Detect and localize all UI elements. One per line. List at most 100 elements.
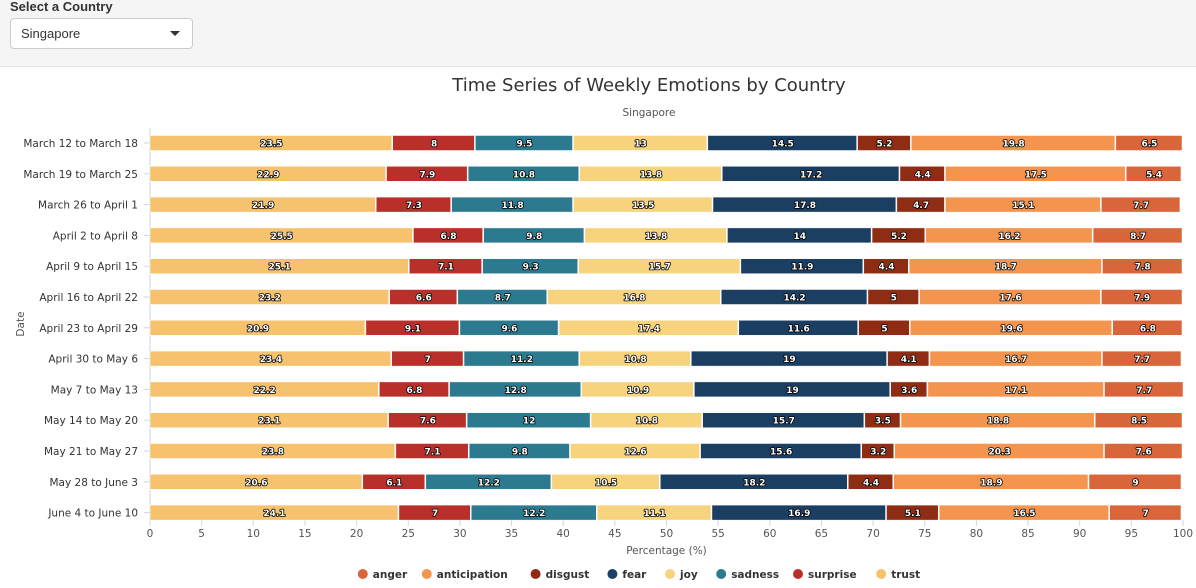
data-label-joy: 10.8 [636,417,658,427]
data-label-sadness: 8.7 [495,294,511,304]
bar-segment-trust [149,289,389,305]
x-tick-label: 75 [918,528,931,540]
bar-segment-fear [660,474,848,490]
x-tick-label: 0 [147,528,154,540]
bar-segment-anger [1101,289,1183,305]
bar-segment-anticipation [910,320,1113,336]
data-label-sadness: 9.8 [512,448,528,458]
bar-segment-surprise [409,258,482,274]
data-label-trust: 22.2 [254,386,276,396]
bar-segment-trust [149,381,379,398]
data-label-anger: 7.6 [1136,448,1152,458]
bar-segment-disgust [886,504,939,521]
data-label-anticipation: 18.9 [980,478,1002,488]
data-label-fear: 14 [793,232,806,242]
data-label-anger: 7 [1143,509,1149,519]
bar-segment-anticipation [927,381,1104,398]
bar-segment-sadness [451,196,573,213]
control-panel: Select a Country Singapore [0,0,1196,67]
category-label: May 21 to May 27 [44,446,138,458]
x-tick-label: 95 [1125,528,1138,540]
data-label-fear: 11.9 [791,263,813,273]
x-tick-label: 80 [970,528,983,540]
bar-segment-joy [570,443,700,459]
bar-segment-trust [149,320,366,336]
bar-segment-anticipation [900,412,1095,428]
data-label-sadness: 9.3 [523,263,539,273]
bar-segment-trust [149,350,391,367]
caret-down-icon[interactable] [170,31,180,36]
bar-segment-disgust [864,412,901,428]
category-label: April 9 to April 15 [46,261,138,273]
bar-segment-sadness [463,350,579,367]
data-label-fear: 14.5 [772,140,794,150]
country-select[interactable]: Singapore [10,18,193,49]
category-label: April 2 to April 8 [53,230,138,242]
bar-segment-joy [579,166,722,182]
bar-segment-anger [1112,320,1183,336]
data-label-disgust: 3.6 [901,386,917,396]
bar-segment-fear [720,289,868,305]
bar-segment-joy [573,135,708,151]
data-label-anticipation: 16.7 [1005,355,1027,365]
data-label-disgust: 3.2 [870,448,886,458]
bar-segment-sadness [475,135,573,151]
bar-segment-fear [740,258,864,274]
bar-segment-fear [700,443,861,459]
data-label-anticipation: 18.8 [987,417,1009,427]
legend-label-joy: joy [679,569,698,581]
data-label-anger: 7.9 [1134,294,1150,304]
data-label-disgust: 5.2 [876,140,892,150]
data-label-joy: 13.8 [640,170,662,180]
bar-segment-surprise [413,227,483,244]
data-label-joy: 10.5 [595,478,617,488]
data-label-fear: 16.9 [788,509,810,519]
bar-segment-joy [547,289,721,305]
data-label-trust: 22.9 [257,170,279,180]
bar-segment-fear [711,504,886,521]
data-label-surprise: 6.8 [406,386,422,396]
data-label-fear: 15.6 [770,448,792,458]
legend-marker-disgust [530,569,541,579]
bar-segment-surprise [398,504,471,521]
bar-segment-disgust [871,227,926,244]
bar-segment-joy [578,258,741,274]
data-label-trust: 24.1 [263,509,285,519]
bar-segment-anticipation [911,135,1116,151]
bar-segment-anger [1088,474,1182,490]
bar-segment-trust [149,258,409,274]
bar-segment-trust [149,196,376,213]
legend-label-sadness: sadness [731,569,779,581]
data-label-sadness: 12.2 [523,509,545,519]
legend-marker-fear [607,569,618,579]
bar-segment-anger [1104,381,1184,398]
legend-label-fear: fear [622,569,647,581]
data-label-surprise: 7.6 [420,417,436,427]
bar-segment-anticipation [893,474,1089,490]
data-label-surprise: 8 [431,140,437,150]
bar-segment-fear [694,381,890,398]
data-label-fear: 11.6 [788,324,810,334]
bar-segment-anger [1102,258,1183,274]
bar-segment-surprise [379,381,449,398]
data-label-trust: 23.1 [258,417,280,427]
x-tick-label: 35 [505,528,518,540]
bar-segment-fear [707,135,857,151]
bar-segment-anticipation [919,289,1101,305]
data-label-joy: 17.4 [638,324,660,334]
legend-marker-anticipation [421,569,432,579]
country-select-value: Singapore [21,26,81,41]
category-label: March 12 to March 18 [23,138,138,150]
data-label-joy: 16.8 [623,294,645,304]
data-label-trust: 20.6 [245,478,267,488]
legend-label-trust: trust [891,569,920,581]
chart-title: Time Series of Weekly Emotions by Countr… [451,75,846,96]
bar-segment-anger [1101,196,1181,213]
data-label-surprise: 6.1 [386,478,402,488]
data-label-anticipation: 17.1 [1005,386,1027,396]
bar-segment-disgust [887,350,930,367]
legend-marker-surprise [793,569,803,579]
x-tick-label: 60 [763,528,776,540]
bar-segment-anticipation [894,443,1104,459]
bar-segment-trust [149,135,393,151]
